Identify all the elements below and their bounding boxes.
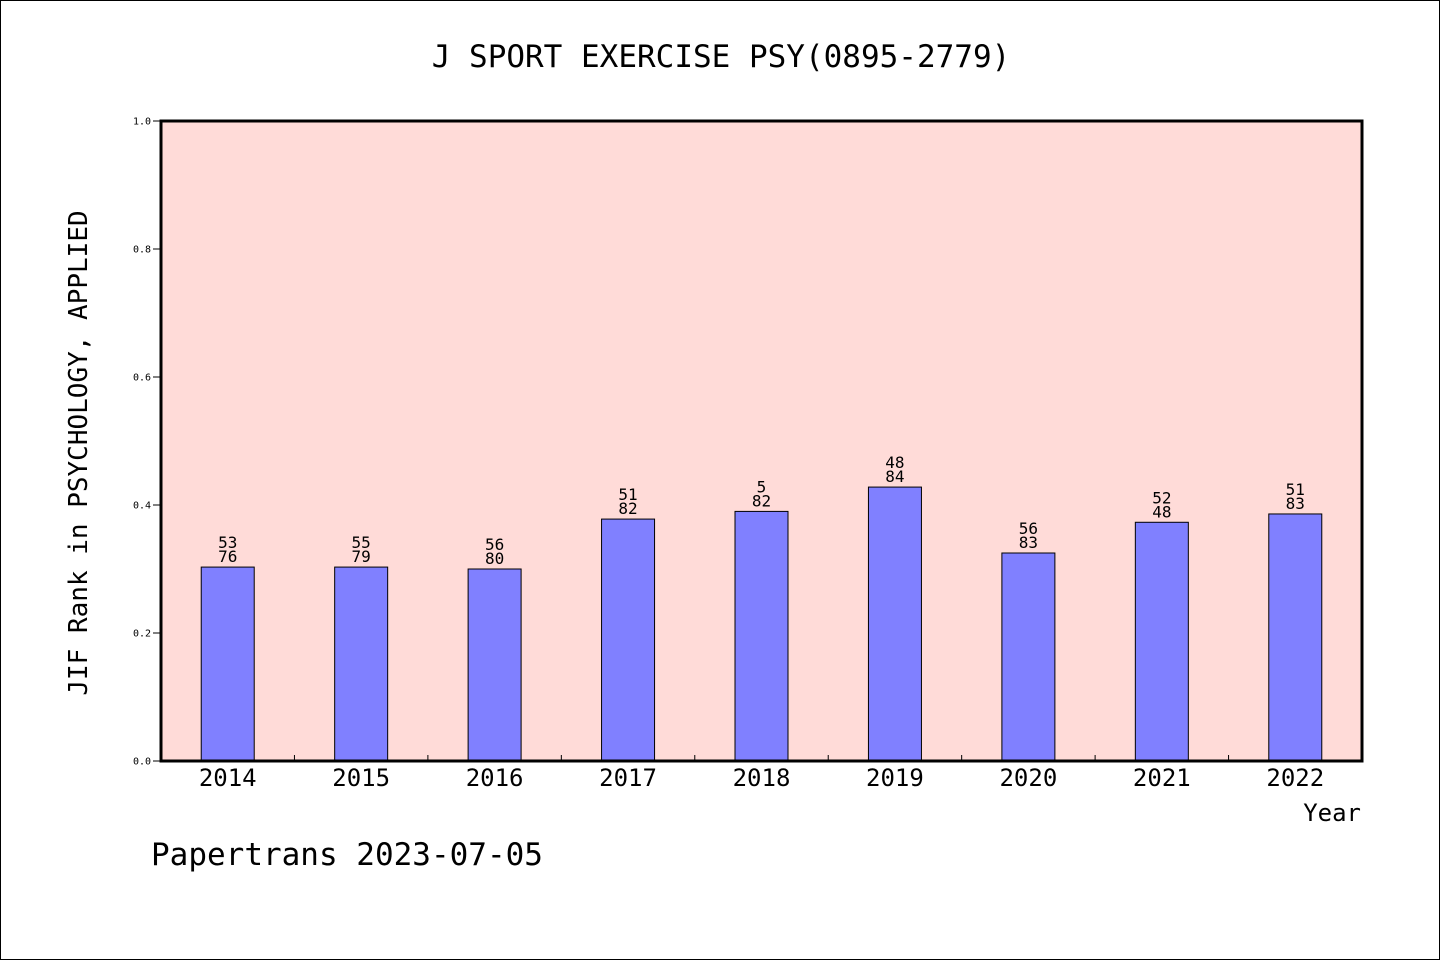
bar-2018 (734, 510, 789, 762)
bar-2022 (1268, 513, 1323, 762)
x-axis-label: Year (1303, 799, 1361, 827)
y-tick-label: 1.0 (133, 117, 151, 128)
x-tick-label-2020: 2020 (999, 764, 1057, 792)
bar-label-bottom-2021: 48 (1152, 502, 1171, 521)
bar-label-bottom-2020: 83 (1019, 533, 1038, 552)
bar-2019 (867, 486, 922, 762)
y-tick-label: 0.4 (133, 501, 151, 512)
bar-label-bottom-2017: 82 (618, 499, 637, 518)
bar-label-bottom-2018: 82 (752, 491, 771, 510)
y-tick-label: 0.2 (133, 629, 151, 640)
bar-label-top-2021: 52 (1152, 488, 1171, 507)
bar-label-bottom-2022: 83 (1286, 494, 1305, 513)
bar-label-top-2015: 55 (352, 533, 371, 552)
x-tick-label-2015: 2015 (332, 764, 390, 792)
bar-label-top-2020: 56 (1019, 519, 1038, 538)
bar-label-bottom-2015: 79 (352, 547, 371, 566)
bar-label-top-2014: 53 (218, 533, 237, 552)
bar-label-bottom-2016: 80 (485, 549, 504, 568)
footer-text: Papertrans 2023-07-05 (151, 837, 543, 873)
x-tick-label-2021: 2021 (1133, 764, 1191, 792)
x-tick-label-2018: 2018 (733, 764, 791, 792)
bar-group (200, 486, 1323, 762)
x-axis-ticks: 2014 2015 2016 2017 2018 2019 2020 2021 2022 (199, 755, 1324, 792)
bar-2017 (601, 518, 656, 762)
x-tick-label-2019: 2019 (866, 764, 924, 792)
chart-title: J SPORT EXERCISE PSY(0895-2779) (432, 39, 1011, 75)
y-axis-label: JIF Rank in PSYCHOLOGY, APPLIED (64, 210, 94, 695)
x-tick-label-2017: 2017 (599, 764, 657, 792)
plot-border (159, 119, 1364, 763)
bar-2021 (1134, 521, 1189, 762)
y-tick-label: 0.8 (133, 245, 151, 256)
bar-label-top-2019: 48 (885, 453, 904, 472)
x-tick-label-2022: 2022 (1266, 764, 1324, 792)
y-tick-label: 0.0 (133, 757, 151, 768)
bar-label-bottom-2019: 84 (885, 467, 904, 486)
bar-label-top-2018: 5 (757, 477, 767, 496)
bar-label-top-2016: 56 (485, 535, 504, 554)
y-tick-label: 0.6 (133, 373, 151, 384)
bar-label-top-2017: 51 (618, 485, 637, 504)
x-tick-label-2016: 2016 (466, 764, 524, 792)
bar-2014 (200, 566, 255, 762)
bar-2015 (334, 566, 389, 762)
bar-2016 (467, 568, 522, 762)
x-tick-label-2014: 2014 (199, 764, 257, 792)
bar-2020 (1001, 552, 1056, 762)
bar-label-bottom-2014: 76 (218, 547, 237, 566)
bar-label-top-2022: 51 (1286, 480, 1305, 499)
y-axis-ticks: 0.0 0.2 0.4 0.6 0.8 1.0 (133, 117, 161, 768)
